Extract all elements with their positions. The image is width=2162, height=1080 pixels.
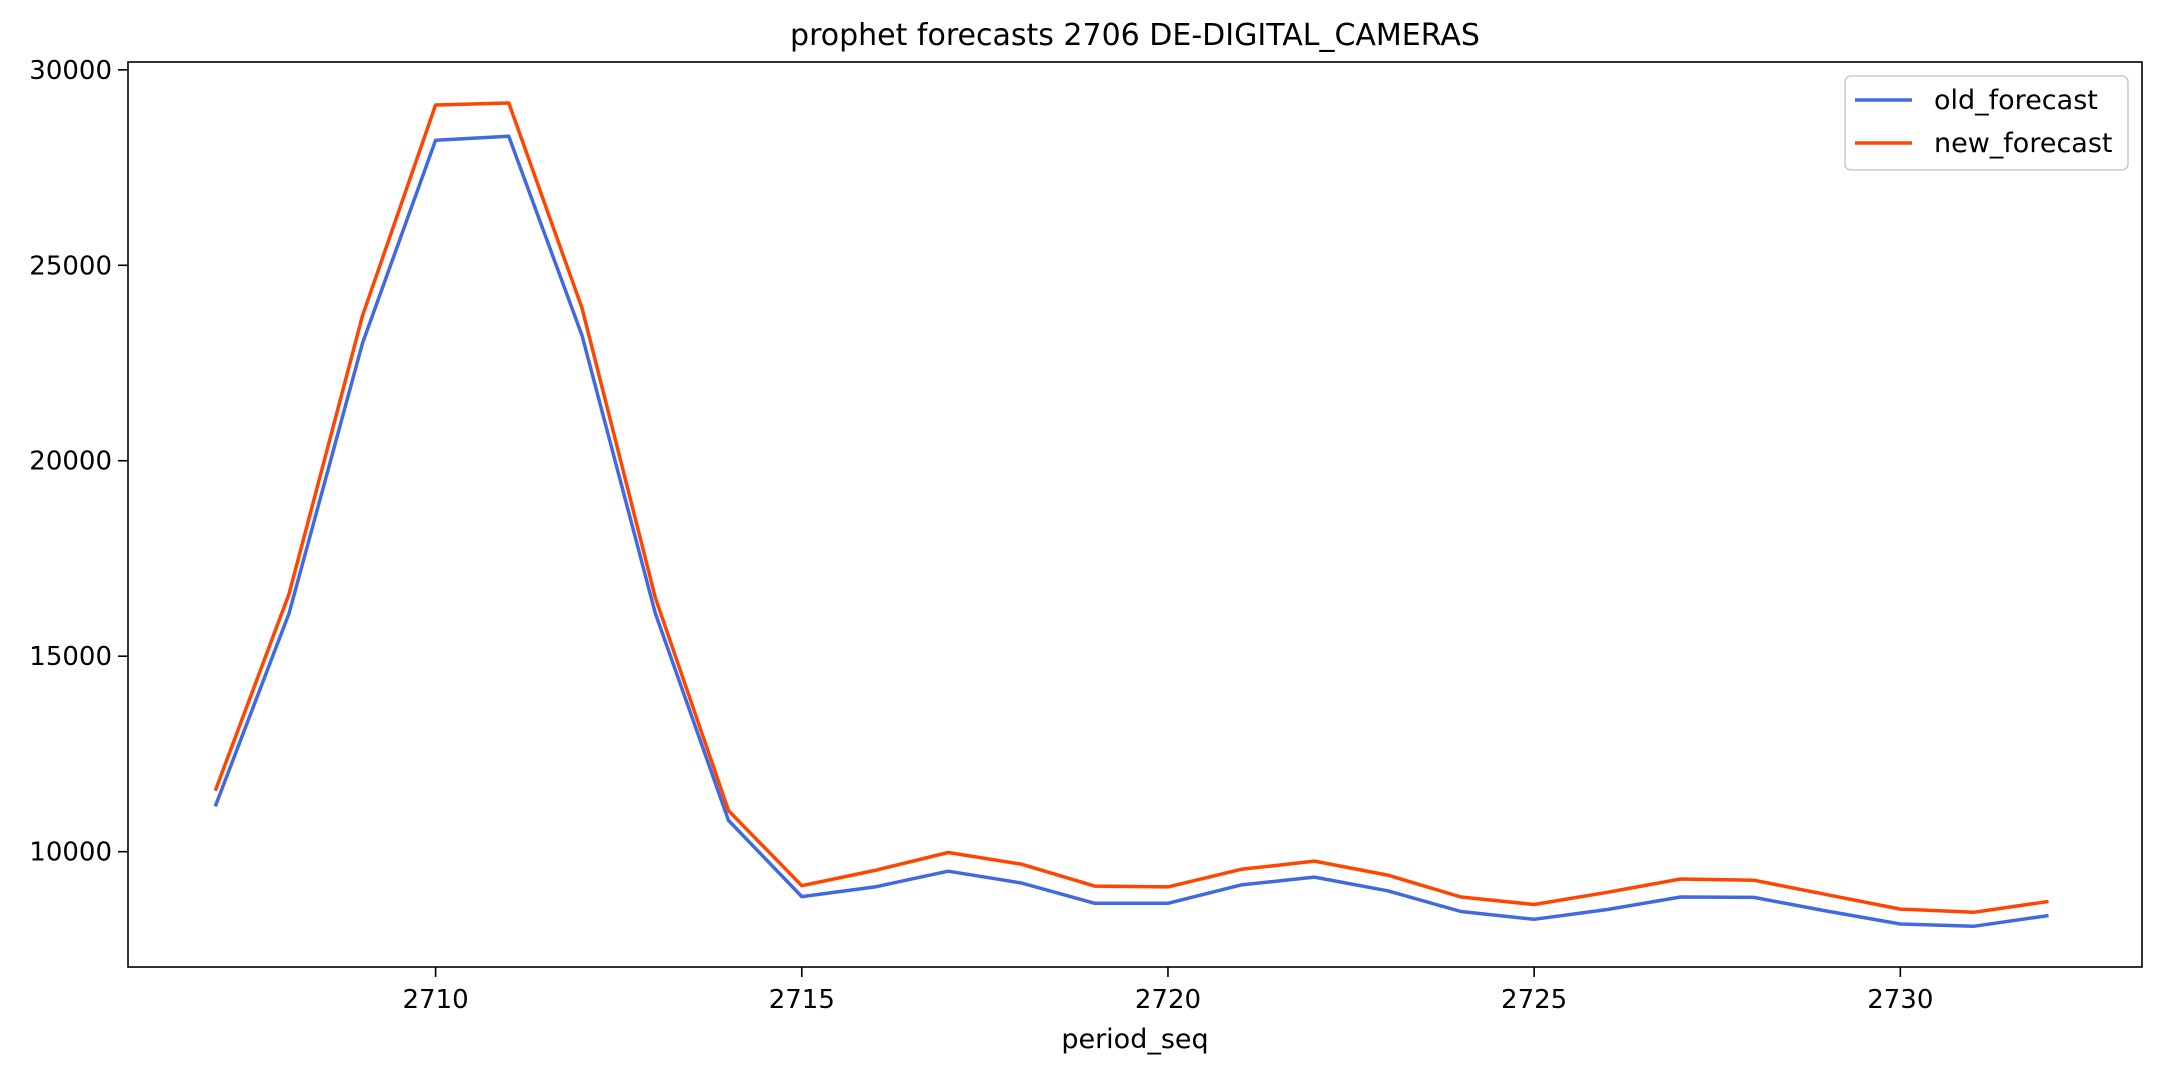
series-layer <box>213 101 2049 929</box>
chart-title: prophet forecasts 2706 DE-DIGITAL_CAMERA… <box>790 18 1480 53</box>
x-axis-label: period_seq <box>1061 1024 1208 1055</box>
legend-label-old-forecast: old_forecast <box>1934 85 2098 116</box>
x-tick-label: 2715 <box>769 985 835 1015</box>
x-axis: 2710 2715 2720 2725 2730 <box>403 967 1933 1015</box>
y-tick-label: 20000 <box>29 447 112 477</box>
legend-box <box>1844 75 2129 171</box>
legend: old_forecast new_forecast <box>1844 75 2129 171</box>
x-tick-label: 2720 <box>1135 985 1201 1015</box>
x-tick-label: 2725 <box>1501 985 1567 1015</box>
plot-frame <box>127 61 2143 968</box>
y-tick-label: 30000 <box>29 56 112 86</box>
series-line-new-forecast <box>213 101 2049 915</box>
series-line-old-forecast <box>213 134 2049 929</box>
y-axis: 10000 15000 20000 25000 30000 <box>29 56 128 868</box>
y-tick-label: 25000 <box>29 251 112 281</box>
x-tick-label: 2710 <box>403 985 469 1015</box>
y-tick-label: 15000 <box>29 642 112 672</box>
y-tick-label: 10000 <box>29 838 112 868</box>
x-tick-label: 2730 <box>1867 985 1933 1015</box>
legend-label-new-forecast: new_forecast <box>1934 128 2113 159</box>
